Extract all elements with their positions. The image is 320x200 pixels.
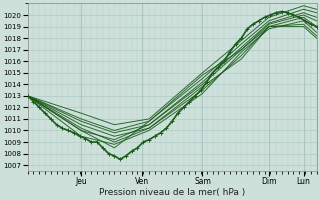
X-axis label: Pression niveau de la mer( hPa ): Pression niveau de la mer( hPa ) (99, 188, 245, 197)
